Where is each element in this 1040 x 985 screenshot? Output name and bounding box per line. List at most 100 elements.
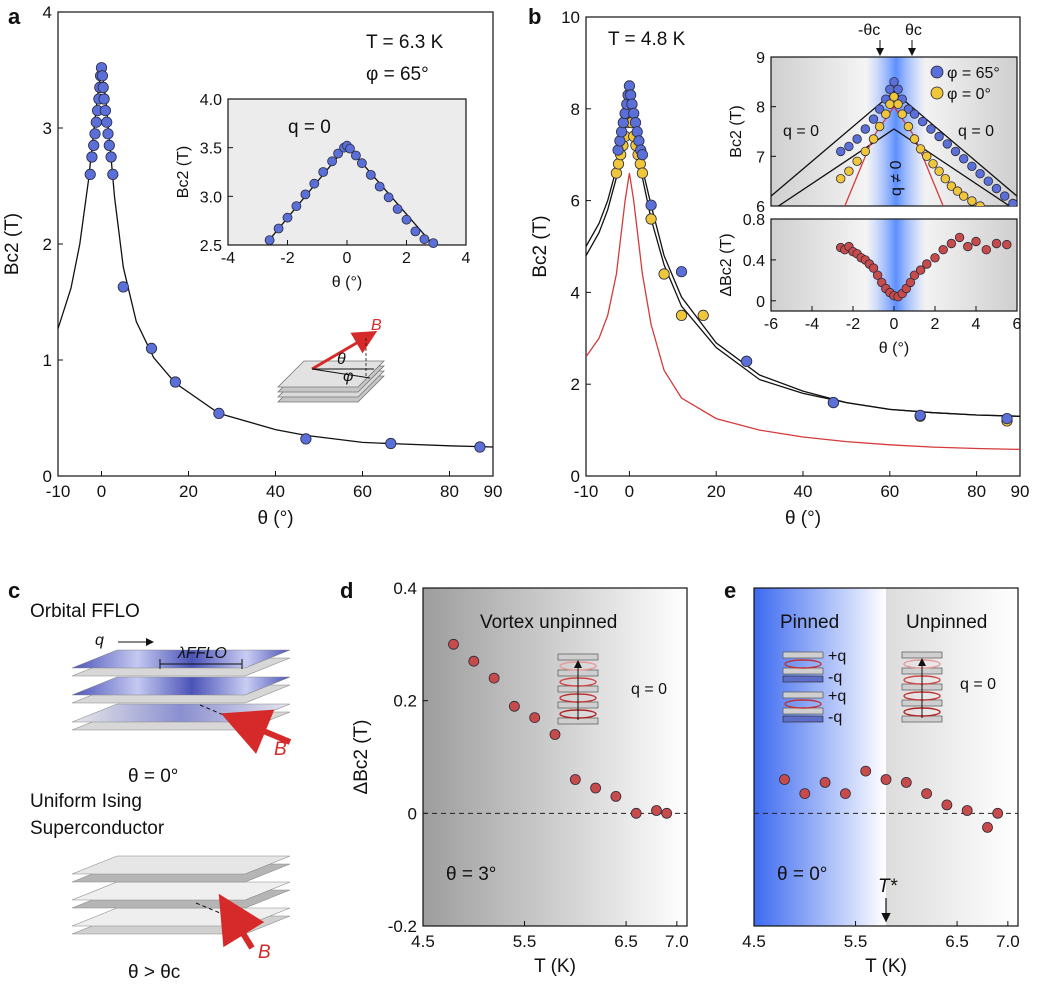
e-xtick-label: 6.5 [945, 932, 969, 951]
a-inset-xtick-label: 0 [343, 250, 352, 267]
b-xtick-label: 20 [707, 482, 726, 501]
a-inset-point [327, 156, 338, 167]
b-point [626, 98, 638, 110]
b-point [658, 268, 670, 280]
b-point [645, 213, 657, 225]
e-layer-label-4: -q [828, 709, 842, 726]
d-point [488, 672, 500, 684]
e-point [860, 765, 872, 777]
b-inset-bottom-point [915, 265, 926, 275]
schematic-phi-label: φ [343, 368, 353, 385]
b-inset-top-point [975, 201, 985, 206]
a-xtick-label: 90 [484, 482, 503, 501]
a-inset-point [365, 169, 376, 180]
a-ytick-label: 1 [43, 351, 52, 370]
b-inset-bottom-y-axis-label: ΔBc2 (T) [718, 233, 735, 296]
b-marker-neg-theta-c: -θc [858, 22, 880, 39]
d-frame [422, 587, 688, 927]
b-xtick-label: 90 [1011, 482, 1030, 501]
e-unpinned-schematic [901, 651, 943, 723]
e-point [992, 807, 1004, 819]
b-inset-bottom-point [981, 244, 992, 255]
b-inset-top-fit-curve [777, 128, 1011, 206]
b-inset-top-point [881, 109, 891, 119]
fflo-layer-stack [71, 638, 292, 754]
a-y-axis-label: Bc2 (T) [2, 213, 23, 275]
a-inset-point [350, 150, 361, 161]
b-inset-top-point [967, 161, 977, 172]
a-point [86, 151, 98, 163]
a-ytick-label: 4 [43, 3, 52, 22]
e-point [799, 788, 811, 799]
a-inset-point [273, 223, 284, 234]
a-inset-point [345, 143, 355, 154]
e-region-unpinned: Unpinned [906, 612, 987, 633]
b-inset-top-point [844, 141, 854, 152]
uniform-layer-stack [71, 855, 291, 950]
b-inset-top-point [860, 146, 871, 157]
b-inset-top-point [903, 121, 914, 132]
b-ytick-label: 6 [571, 192, 580, 211]
b-inset-top-point [952, 186, 963, 196]
b-inset-top-point [889, 91, 899, 102]
a-inset-point [383, 192, 394, 203]
e-xtick-label: 5.5 [844, 932, 868, 951]
b-inset-bottom-point [905, 277, 916, 288]
b-point [625, 89, 637, 101]
e-region-pinned: Pinned [780, 612, 839, 633]
e-q-label: q = 0 [960, 676, 996, 693]
b-inset-top-point [915, 144, 926, 154]
a-point [102, 128, 114, 140]
c-theta-0: θ = 0° [128, 766, 178, 787]
b-inset-top-ytick-label: 6 [756, 199, 765, 216]
a-point [89, 128, 101, 140]
a-xtick-label: 40 [266, 482, 285, 501]
b-y-axis-label: Bc2 (T) [530, 215, 551, 277]
b-inset-bottom-point [922, 259, 932, 269]
b-inset-top-point [909, 134, 920, 144]
panel-label-b: b [528, 4, 541, 29]
a-ytick-label: 3 [43, 119, 52, 138]
b-point [612, 144, 624, 156]
d-point [590, 782, 601, 794]
schematic-theta-label: θ [337, 351, 346, 368]
c-title-orbital-fflo: Orbital FFLO [30, 601, 140, 622]
d-point [549, 729, 561, 740]
a-point [300, 433, 312, 445]
a-fit-curve [58, 67, 493, 448]
panel-a-inset-q: q = 0 [288, 117, 331, 138]
d-q-label: q = 0 [631, 681, 667, 698]
e-xtick-label: 7.0 [996, 932, 1020, 951]
a-inset-point [333, 148, 344, 159]
a-inset-xtick-label: 4 [462, 250, 471, 267]
b-xtick-label: -10 [574, 482, 599, 501]
b-ytick-label: 10 [561, 8, 580, 27]
a-point [98, 93, 110, 105]
c-theta-gt-theta-c: θ > θc [128, 962, 180, 983]
c-title-uniform-2: Superconductor [30, 818, 165, 839]
b-inset-top-point [909, 109, 920, 119]
legend-marker-phi-0 [930, 86, 944, 100]
c-q-label: q [95, 632, 104, 649]
e-t-star-label: T* [878, 876, 898, 897]
b-point [628, 107, 640, 120]
field-angle-schematic [277, 330, 385, 403]
e-point [880, 774, 892, 785]
d-point [630, 807, 642, 819]
b-inset-bottom-xtick-label: -4 [805, 316, 819, 333]
b-inset-top-point [918, 116, 928, 127]
b-point [610, 167, 623, 179]
b-xtick-label: 0 [625, 482, 634, 501]
b-inset-top-point [836, 173, 846, 184]
a-point [99, 105, 112, 117]
panel-b-temperature: T = 4.8 K [608, 29, 686, 50]
d-point [610, 791, 622, 802]
b-xtick-label: 60 [880, 482, 899, 501]
b-point [675, 309, 688, 321]
b-inset-top-point [852, 134, 862, 144]
e-point [982, 822, 993, 833]
d-region-label: Vortex unpinned [480, 612, 617, 633]
b-point [623, 80, 636, 92]
panel-label-d: d [340, 578, 353, 603]
b-inset-bottom-point [954, 232, 965, 243]
